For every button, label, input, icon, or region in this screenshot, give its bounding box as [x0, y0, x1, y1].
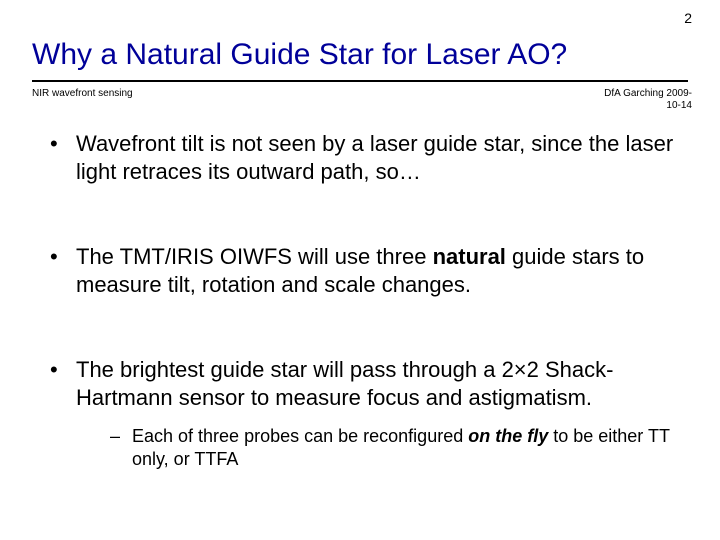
- slide-title: Why a Natural Guide Star for Laser AO?: [32, 38, 688, 73]
- bullet-item: The TMT/IRIS OIWFS will use three natura…: [48, 243, 680, 298]
- bullet-item: The brightest guide star will pass throu…: [48, 356, 680, 472]
- header-left: NIR wavefront sensing: [32, 88, 133, 99]
- text-run: The TMT/IRIS OIWFS will use three: [76, 244, 433, 269]
- text-run: The brightest guide star will pass throu…: [76, 357, 613, 410]
- header-right: DfA Garching 2009- 10-14: [604, 88, 692, 112]
- text-run: on the fly: [468, 426, 548, 446]
- bullet-item: Wavefront tilt is not seen by a laser gu…: [48, 130, 680, 185]
- slide: 2 Why a Natural Guide Star for Laser AO?…: [0, 0, 720, 540]
- sub-bullet-list: Each of three probes can be reconfigured…: [76, 425, 680, 472]
- text-run: Wavefront tilt is not seen by a laser gu…: [76, 131, 673, 184]
- slide-body: Wavefront tilt is not seen by a laser gu…: [48, 130, 680, 530]
- sub-bullet-item: Each of three probes can be reconfigured…: [110, 425, 680, 472]
- text-run: Each of three probes can be reconfigured: [132, 426, 468, 446]
- page-number: 2: [684, 10, 692, 26]
- bullet-list: Wavefront tilt is not seen by a laser gu…: [48, 130, 680, 472]
- title-underline: [32, 80, 688, 82]
- text-run: natural: [433, 244, 506, 269]
